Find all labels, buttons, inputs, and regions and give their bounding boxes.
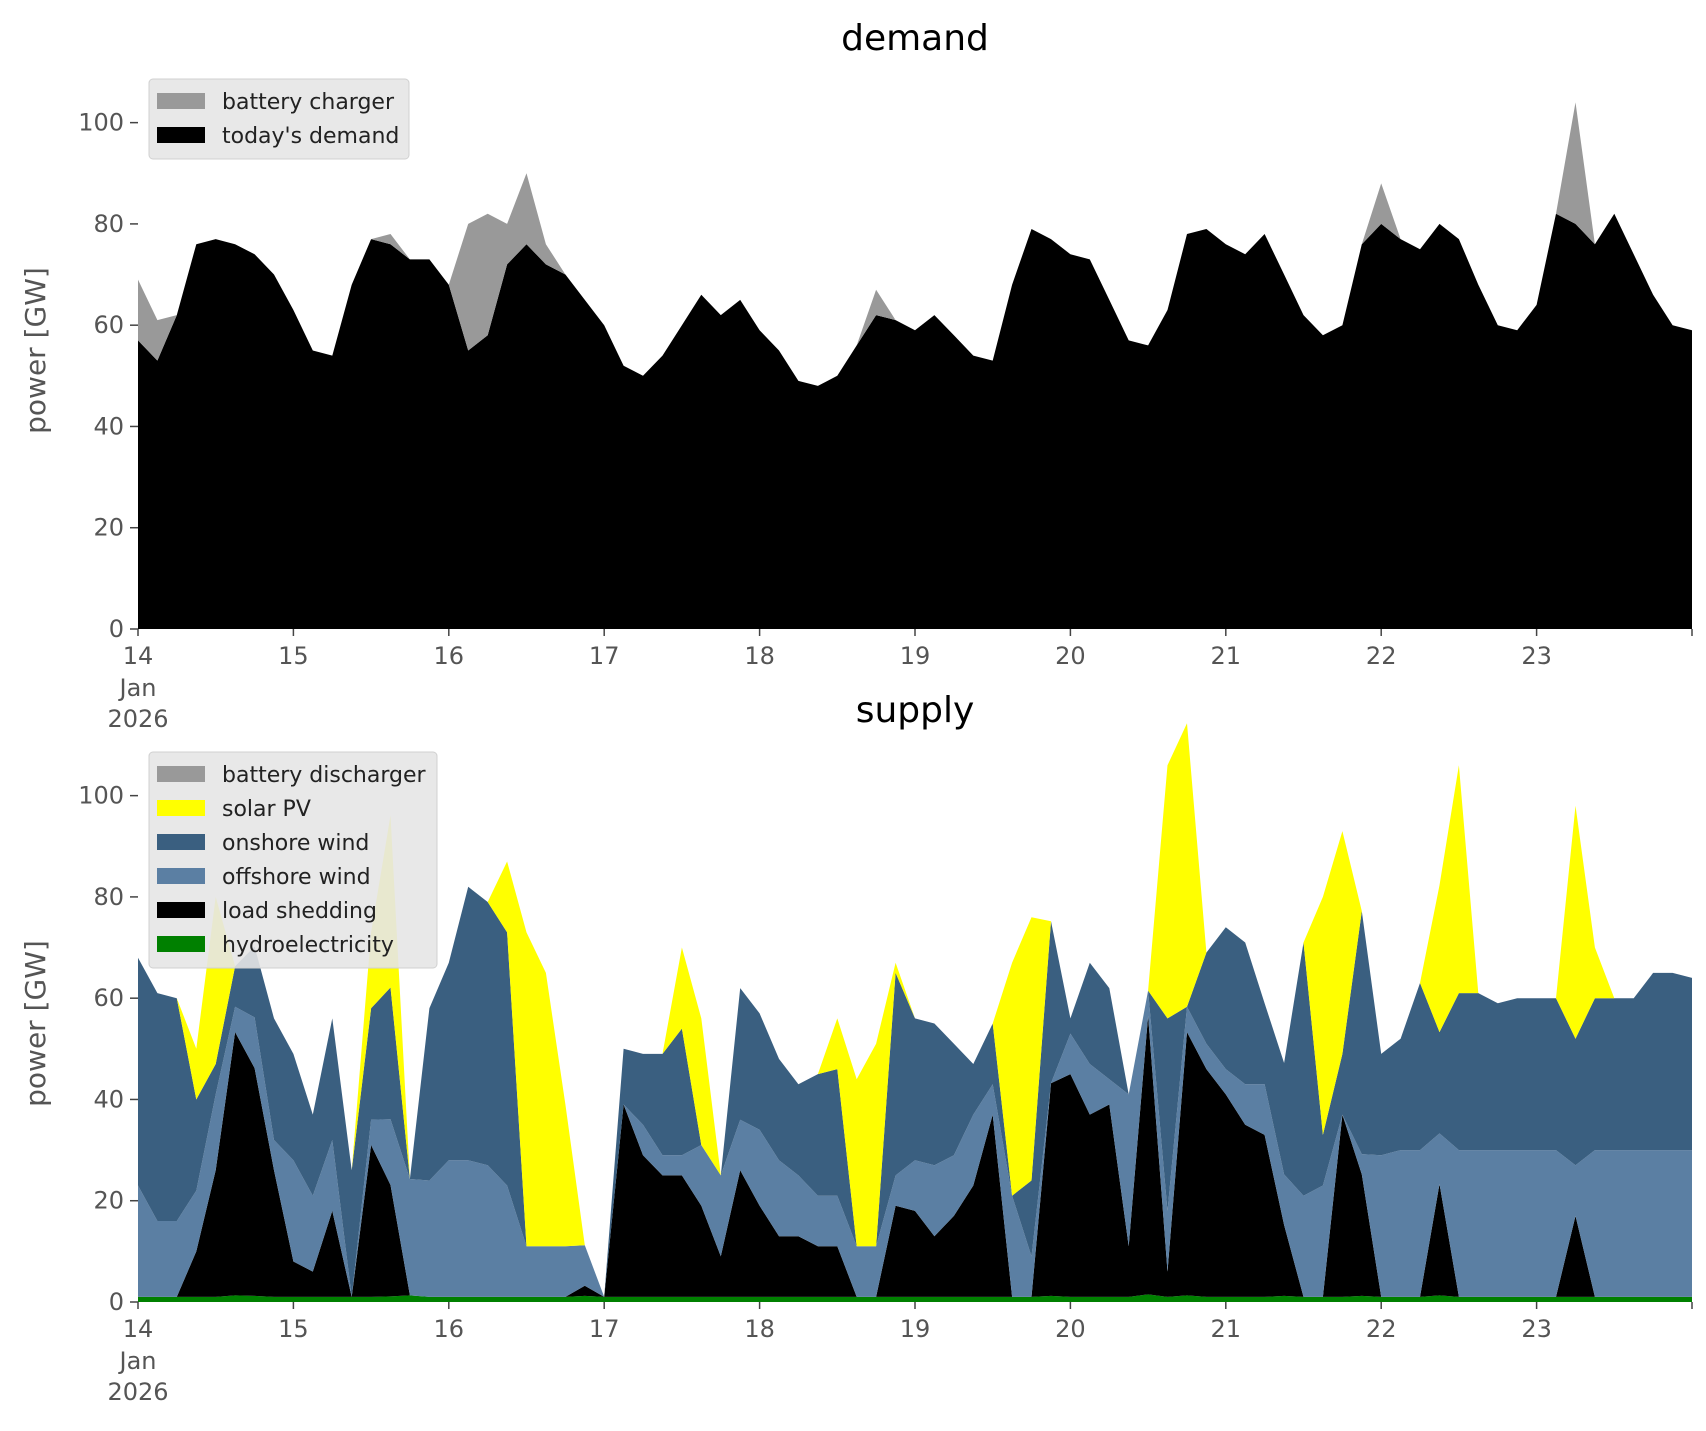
legend-label: battery discharger (222, 763, 427, 788)
x-tick-label: 17 (589, 1315, 620, 1343)
area-hydroelectricity (138, 1294, 1692, 1302)
x-tick-label: 23 (1521, 1315, 1552, 1343)
y-tick-label: 20 (93, 1187, 124, 1215)
area-offshore-wind (138, 990, 1692, 1297)
y-tick-label: 80 (93, 883, 124, 911)
y-tick-label: 60 (93, 311, 124, 339)
y-tick-label: 100 (78, 109, 124, 137)
legend-label: today's demand (222, 124, 399, 149)
legend-swatch (157, 834, 205, 850)
x-tick-label: 20 (1055, 642, 1086, 670)
x-tick-label: 17 (589, 642, 620, 670)
x-tick-label: 21 (1211, 1315, 1242, 1343)
legend-label: hydroelectricity (222, 933, 394, 958)
legend-label: solar PV (222, 797, 311, 822)
y-tick-label: 0 (109, 615, 124, 643)
chart-title: supply (856, 690, 975, 731)
area-load-shedding (138, 1015, 1692, 1297)
panel-supply: supply 0 20 40 60 80 100 power [GW] 14 Jan 2026 15 1… (19, 690, 1693, 1406)
y-tick-label: 80 (93, 210, 124, 238)
y-tick-label: 40 (93, 412, 124, 440)
panel-demand: demand 0 20 40 60 80 100 power [GW] 14 Jan 2026 15 1… (19, 18, 1693, 733)
x-tick-label: 19 (900, 642, 931, 670)
x-tick-label-month: Jan (118, 1347, 157, 1375)
legend-label: load shedding (222, 899, 377, 924)
y-tick-label: 100 (78, 782, 124, 810)
x-tick-label: 23 (1521, 642, 1552, 670)
y-tick-label: 40 (93, 1085, 124, 1113)
legend-label: battery charger (222, 90, 395, 115)
area-solar-pv (138, 723, 1692, 1297)
legend-swatch (157, 93, 205, 109)
legend-label: onshore wind (222, 831, 369, 856)
legend (148, 751, 438, 969)
x-tick-label: 16 (434, 1315, 465, 1343)
legend-swatch (157, 936, 205, 952)
y-tick-label: 60 (93, 984, 124, 1012)
y-axis-label: power [GW] (19, 940, 52, 1107)
legend (148, 78, 410, 160)
x-tick-label-month: Jan (118, 674, 157, 702)
x-tick-label: 18 (744, 642, 775, 670)
y-tick-label: 0 (109, 1288, 124, 1316)
chart-title: demand (841, 18, 989, 59)
x-tick-label: 20 (1055, 1315, 1086, 1343)
legend-swatch (157, 766, 205, 782)
y-axis-label: power [GW] (19, 267, 52, 434)
x-tick-label-year: 2026 (107, 1378, 168, 1406)
x-tick-label: 18 (744, 1315, 775, 1343)
area-today-s-demand (138, 213, 1692, 630)
x-tick-label: 15 (278, 642, 309, 670)
x-tick-label: 15 (278, 1315, 309, 1343)
legend-swatch (157, 800, 205, 816)
area-onshore-wind (138, 886, 1692, 1297)
y-tick-label: 20 (93, 514, 124, 542)
x-tick-label: 14 (123, 642, 154, 670)
x-tick-label: 22 (1366, 1315, 1397, 1343)
x-tick-label: 22 (1366, 642, 1397, 670)
legend-swatch (157, 868, 205, 884)
x-tick-label-year: 2026 (107, 705, 168, 733)
x-tick-label: 19 (900, 1315, 931, 1343)
x-tick-label: 14 (123, 1315, 154, 1343)
x-tick-label: 16 (434, 642, 465, 670)
legend-swatch (157, 902, 205, 918)
legend-label: offshore wind (222, 865, 371, 890)
legend-swatch (157, 127, 205, 143)
x-tick-label: 21 (1211, 642, 1242, 670)
